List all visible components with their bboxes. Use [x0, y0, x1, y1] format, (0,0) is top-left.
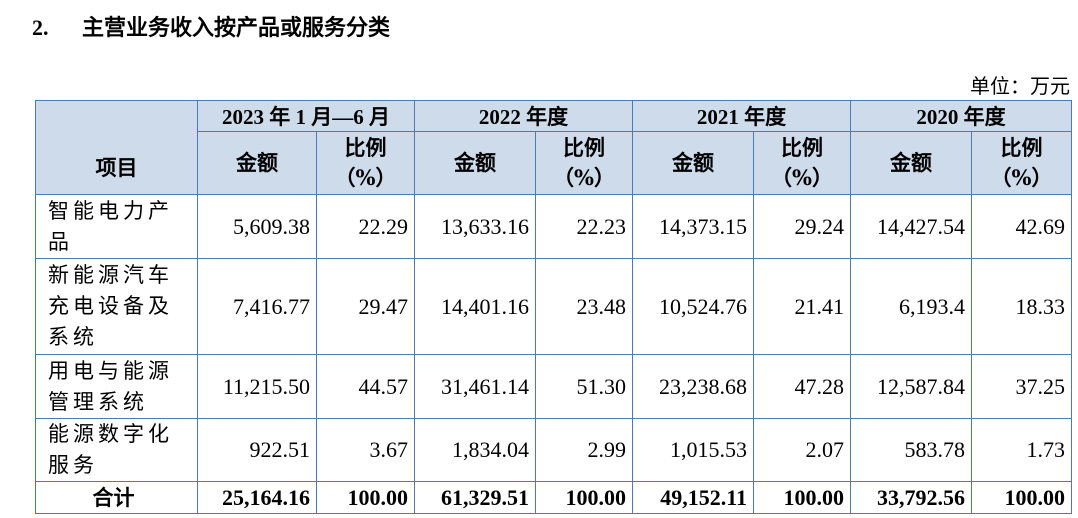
ratio-cell: 1.73 — [971, 418, 1072, 482]
ratio-cell: 44.57 — [316, 354, 415, 419]
row-label: 用电与能源管理系统 — [35, 354, 198, 419]
amount-cell: 12,587.84 — [850, 354, 972, 419]
period-header: 2022 年度 — [414, 100, 633, 132]
total-amount-cell: 61,329.51 — [414, 481, 536, 514]
amount-cell: 7,416.77 — [197, 258, 317, 355]
total-row: 合计 25,164.16 100.00 61,329.51 100.00 49,152.1… — [35, 481, 1072, 514]
ratio-header-unit: （%） — [990, 165, 1053, 190]
ratio-header-label: 比例 — [1000, 135, 1043, 160]
amount-header: 金额 — [414, 131, 536, 195]
table-row: 新能源汽车充电设备及系统 7,416.77 29.47 14,401.16 23.48 1… — [35, 258, 1072, 355]
period-header: 2023 年 1 月—6 月 — [197, 100, 415, 132]
amount-cell: 14,401.16 — [414, 258, 536, 355]
ratio-cell: 3.67 — [316, 418, 415, 482]
amount-cell: 13,633.16 — [414, 194, 536, 259]
amount-header: 金额 — [850, 131, 972, 195]
ratio-header: 比例 （%） — [535, 131, 633, 195]
ratio-cell: 2.07 — [753, 418, 851, 482]
ratio-cell: 18.33 — [971, 258, 1072, 355]
ratio-cell: 23.48 — [535, 258, 633, 355]
ratio-cell: 47.28 — [753, 354, 851, 419]
ratio-cell: 2.99 — [535, 418, 633, 482]
amount-cell: 14,373.15 — [632, 194, 754, 259]
section-heading: 2. 主营业务收入按产品或服务分类 — [32, 10, 390, 42]
row-label: 新能源汽车充电设备及系统 — [35, 258, 198, 355]
total-ratio-cell: 100.00 — [753, 481, 851, 514]
ratio-cell: 29.24 — [753, 194, 851, 259]
amount-cell: 1,015.53 — [632, 418, 754, 482]
section-number: 2. — [32, 15, 49, 40]
ratio-cell: 42.69 — [971, 194, 1072, 259]
amount-cell: 5,609.38 — [197, 194, 317, 259]
unit-label: 单位：万元 — [970, 74, 1070, 98]
amount-header: 金额 — [197, 131, 317, 195]
amount-cell: 23,238.68 — [632, 354, 754, 419]
ratio-cell: 22.23 — [535, 194, 633, 259]
total-amount-cell: 25,164.16 — [197, 481, 317, 514]
revenue-by-product-table: 项目 2023 年 1 月—6 月 2022 年度 2021 年度 2020 年… — [35, 100, 1072, 514]
total-label: 合计 — [35, 481, 198, 514]
amount-cell: 11,215.50 — [197, 354, 317, 419]
amount-cell: 1,834.04 — [414, 418, 536, 482]
item-header: 项目 — [35, 100, 198, 195]
ratio-header: 比例 （%） — [971, 131, 1072, 195]
table-row: 智能电力产品 5,609.38 22.29 13,633.16 22.23 14,373.… — [35, 194, 1072, 259]
amount-cell: 10,524.76 — [632, 258, 754, 355]
section-title: 主营业务收入按产品或服务分类 — [82, 15, 391, 41]
table-row: 能源数字化服务 922.51 3.67 1,834.04 2.99 1,015.53 2.0… — [35, 418, 1072, 482]
ratio-cell: 21.41 — [753, 258, 851, 355]
row-label: 智能电力产品 — [35, 194, 198, 259]
ratio-header-label: 比例 — [563, 135, 605, 160]
ratio-cell: 37.25 — [971, 354, 1072, 419]
amount-cell: 31,461.14 — [414, 354, 536, 419]
ratio-header: 比例 （%） — [316, 131, 415, 195]
period-header: 2021 年度 — [632, 100, 851, 132]
amount-cell: 583.78 — [850, 418, 972, 482]
row-label: 能源数字化服务 — [35, 418, 198, 482]
total-ratio-cell: 100.00 — [316, 481, 415, 514]
ratio-header-label: 比例 — [344, 135, 387, 160]
amount-cell: 14,427.54 — [850, 194, 972, 259]
period-header: 2020 年度 — [850, 100, 1072, 132]
ratio-header-unit: （%） — [334, 165, 397, 190]
total-ratio-cell: 100.00 — [971, 481, 1072, 514]
total-amount-cell: 49,152.11 — [632, 481, 754, 514]
ratio-cell: 29.47 — [316, 258, 415, 355]
amount-header: 金额 — [632, 131, 754, 195]
amount-cell: 6,193.4 — [850, 258, 972, 355]
total-ratio-cell: 100.00 — [535, 481, 633, 514]
ratio-header-unit: （%） — [553, 165, 615, 190]
ratio-header-label: 比例 — [781, 135, 823, 160]
table-row: 用电与能源管理系统 11,215.50 44.57 31,461.14 51.30 23,… — [35, 354, 1072, 419]
ratio-header: 比例 （%） — [753, 131, 851, 195]
total-amount-cell: 33,792.56 — [850, 481, 972, 514]
ratio-cell: 22.29 — [316, 194, 415, 259]
amount-cell: 922.51 — [197, 418, 317, 482]
ratio-cell: 51.30 — [535, 354, 633, 419]
ratio-header-unit: （%） — [771, 165, 833, 190]
